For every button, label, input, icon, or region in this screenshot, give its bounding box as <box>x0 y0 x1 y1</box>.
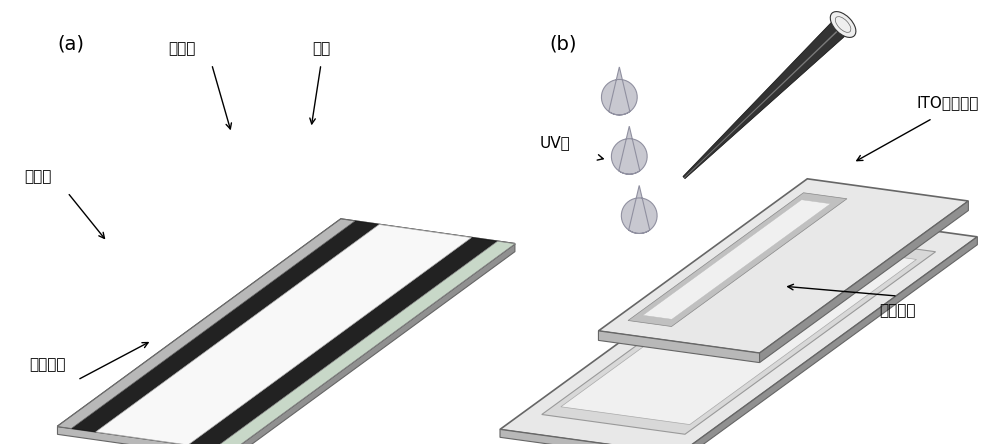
Polygon shape <box>542 232 936 434</box>
Polygon shape <box>760 201 968 363</box>
Polygon shape <box>679 237 977 447</box>
Polygon shape <box>57 219 515 447</box>
Polygon shape <box>232 244 515 447</box>
Polygon shape <box>96 224 471 445</box>
Text: 出气口: 出气口 <box>168 41 195 56</box>
Polygon shape <box>684 25 844 178</box>
Polygon shape <box>611 126 647 174</box>
Polygon shape <box>598 331 760 363</box>
Text: 变色溶液: 变色溶液 <box>880 303 916 318</box>
Ellipse shape <box>830 12 856 38</box>
Polygon shape <box>643 200 831 319</box>
Polygon shape <box>683 17 850 179</box>
Polygon shape <box>561 242 916 425</box>
Text: ITO导电玻璃: ITO导电玻璃 <box>916 95 979 110</box>
Polygon shape <box>188 237 498 447</box>
Polygon shape <box>57 219 355 428</box>
Text: (a): (a) <box>57 35 84 54</box>
Polygon shape <box>57 426 232 447</box>
Polygon shape <box>598 179 968 353</box>
Text: 胶带: 胶带 <box>312 41 330 56</box>
Text: (b): (b) <box>550 35 577 54</box>
Polygon shape <box>214 241 515 447</box>
Polygon shape <box>621 186 657 233</box>
Polygon shape <box>601 67 637 115</box>
Polygon shape <box>628 193 847 326</box>
Polygon shape <box>500 430 679 447</box>
Polygon shape <box>500 212 977 447</box>
Text: 注射口: 注射口 <box>24 169 51 185</box>
Text: UV胶: UV胶 <box>539 135 570 150</box>
Polygon shape <box>71 221 379 432</box>
Text: 预留电极: 预留电极 <box>29 357 66 372</box>
Polygon shape <box>57 219 515 447</box>
